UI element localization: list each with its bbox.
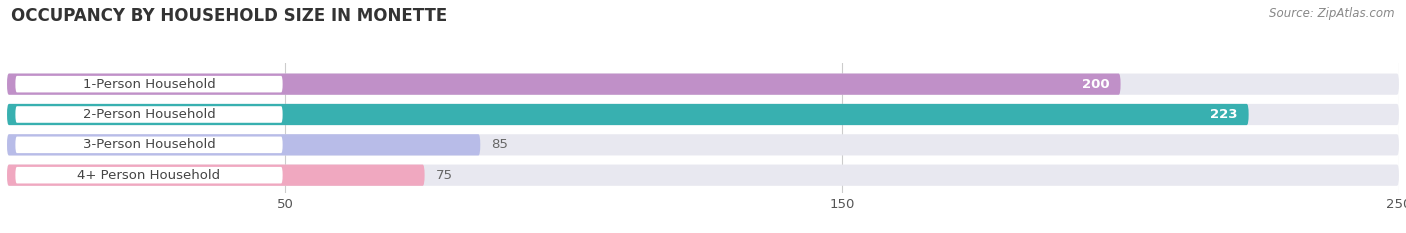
Text: 1-Person Household: 1-Person Household [83,78,215,91]
FancyBboxPatch shape [15,106,283,123]
Text: 4+ Person Household: 4+ Person Household [77,169,221,182]
FancyBboxPatch shape [7,74,1399,95]
FancyBboxPatch shape [15,137,283,153]
Text: 3-Person Household: 3-Person Household [83,138,215,151]
Text: 85: 85 [492,138,509,151]
FancyBboxPatch shape [7,134,1399,155]
FancyBboxPatch shape [7,134,481,155]
FancyBboxPatch shape [7,104,1249,125]
FancyBboxPatch shape [15,76,283,93]
Text: 223: 223 [1211,108,1237,121]
Text: Source: ZipAtlas.com: Source: ZipAtlas.com [1270,7,1395,20]
FancyBboxPatch shape [7,104,1399,125]
Text: 2-Person Household: 2-Person Household [83,108,215,121]
Text: 200: 200 [1081,78,1109,91]
FancyBboxPatch shape [15,167,283,183]
Text: 75: 75 [436,169,453,182]
FancyBboxPatch shape [7,164,425,186]
FancyBboxPatch shape [7,74,1121,95]
Text: OCCUPANCY BY HOUSEHOLD SIZE IN MONETTE: OCCUPANCY BY HOUSEHOLD SIZE IN MONETTE [11,7,447,25]
FancyBboxPatch shape [7,164,1399,186]
